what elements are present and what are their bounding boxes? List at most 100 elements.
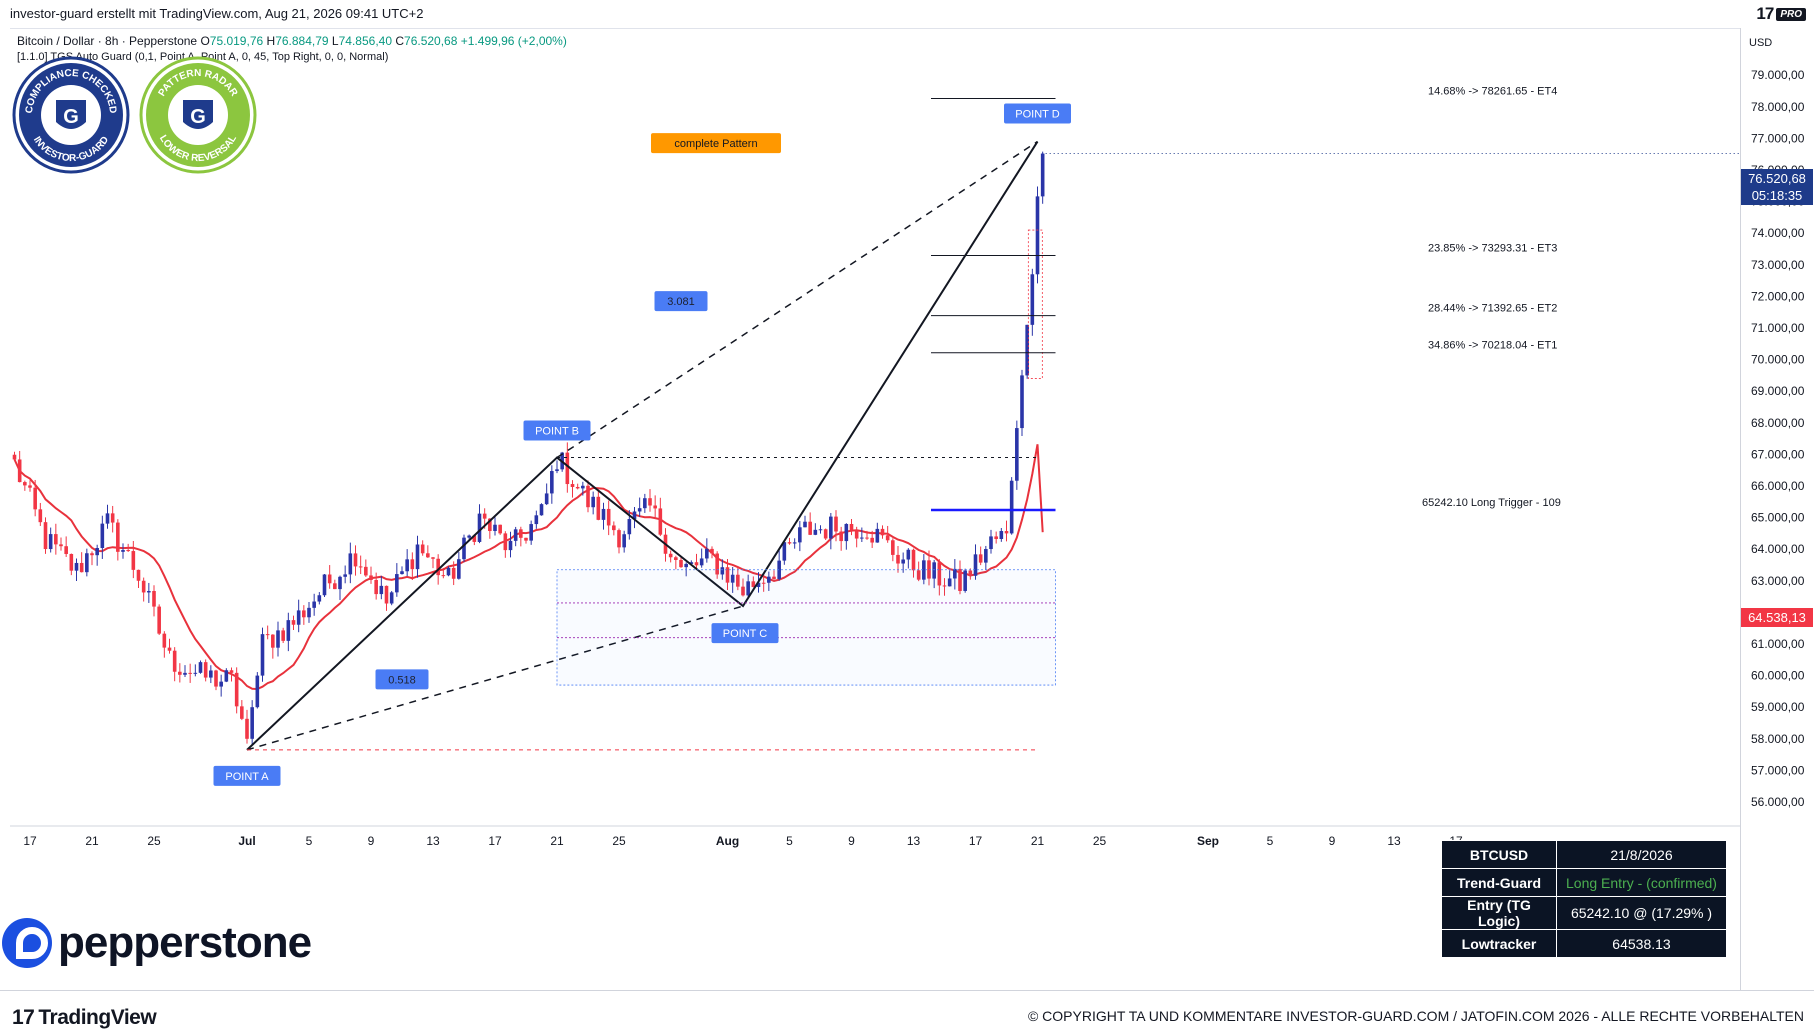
candle-body[interactable] <box>395 574 399 593</box>
candle-body[interactable] <box>1035 196 1040 275</box>
candle-body[interactable] <box>147 591 151 593</box>
candle-body[interactable] <box>942 585 947 587</box>
candle-body[interactable] <box>260 634 265 676</box>
candle-body[interactable] <box>679 559 683 568</box>
candle-body[interactable] <box>157 606 161 634</box>
candle-body[interactable] <box>896 554 900 564</box>
candle-body[interactable] <box>141 580 146 593</box>
complete-pattern-label[interactable]: complete Pattern <box>651 133 781 154</box>
point-b-label[interactable]: POINT B <box>523 420 591 441</box>
x-tick-label[interactable]: 9 <box>368 834 375 848</box>
candle-body[interactable] <box>467 535 471 538</box>
candle-body[interactable] <box>462 537 466 560</box>
candle-body[interactable] <box>550 471 554 494</box>
candle-body[interactable] <box>477 513 482 542</box>
x-tick-label[interactable]: 21 <box>85 834 99 848</box>
candle-body[interactable] <box>891 540 895 555</box>
candle-body[interactable] <box>234 672 239 707</box>
candle-body[interactable] <box>627 519 632 535</box>
candle-body[interactable] <box>152 591 156 607</box>
candle-body[interactable] <box>674 557 678 560</box>
candle-body[interactable] <box>327 574 332 584</box>
candle-body[interactable] <box>999 531 1004 539</box>
candle-body[interactable] <box>203 662 208 678</box>
candle-body[interactable] <box>839 531 843 542</box>
candle-body[interactable] <box>85 553 89 573</box>
candle-body[interactable] <box>317 595 322 602</box>
candle-body[interactable] <box>64 546 68 554</box>
x-tick-label[interactable]: 25 <box>612 834 626 848</box>
x-tick-label[interactable]: 13 <box>1387 834 1401 848</box>
candle-body[interactable] <box>885 535 890 541</box>
candle-body[interactable] <box>307 607 311 618</box>
candle-body[interactable] <box>69 553 74 571</box>
candle-body[interactable] <box>54 534 58 545</box>
candle-body[interactable] <box>105 513 110 524</box>
candle-body[interactable] <box>761 582 766 584</box>
candle-body[interactable] <box>405 559 409 572</box>
candle-body[interactable] <box>653 505 657 509</box>
x-tick-label[interactable]: Jul <box>238 834 255 848</box>
candle-body[interactable] <box>519 529 523 538</box>
x-tick-label[interactable]: 5 <box>306 834 313 848</box>
candle-body[interactable] <box>792 542 797 544</box>
candle-body[interactable] <box>286 620 291 641</box>
candle-body[interactable] <box>637 508 642 512</box>
candle-body[interactable] <box>596 496 601 520</box>
candle-body[interactable] <box>322 574 327 596</box>
candle-body[interactable] <box>131 551 136 570</box>
candle-body[interactable] <box>121 550 125 552</box>
candle-body[interactable] <box>973 554 978 576</box>
candle-body[interactable] <box>539 504 544 516</box>
candle-body[interactable] <box>911 549 916 571</box>
candle-body[interactable] <box>116 522 120 552</box>
candle-body[interactable] <box>777 560 781 580</box>
candle-body[interactable] <box>312 601 316 608</box>
candle-body[interactable] <box>482 513 487 519</box>
candle-body[interactable] <box>17 459 22 483</box>
candle-body[interactable] <box>110 513 115 523</box>
candle-body[interactable] <box>296 610 301 625</box>
candle-body[interactable] <box>860 537 864 539</box>
candle-body[interactable] <box>188 672 192 674</box>
candle-body[interactable] <box>508 540 513 551</box>
pattern-zigzag[interactable] <box>246 141 1039 751</box>
candle-body[interactable] <box>74 562 79 571</box>
candle-body[interactable] <box>513 529 518 541</box>
candle-body[interactable] <box>994 536 998 539</box>
candle-body[interactable] <box>725 567 730 583</box>
candle-body[interactable] <box>441 575 446 577</box>
x-tick-label[interactable]: 17 <box>23 834 37 848</box>
candle-body[interactable] <box>400 571 404 575</box>
candle-body[interactable] <box>834 516 838 532</box>
ratio-label-1[interactable]: 0.518 <box>375 669 429 690</box>
candle-body[interactable] <box>457 559 461 579</box>
candle-body[interactable] <box>338 576 342 590</box>
candle-body[interactable] <box>901 559 905 564</box>
candle-body[interactable] <box>33 487 37 510</box>
candle-body[interactable] <box>741 586 745 596</box>
candle-body[interactable] <box>575 486 580 489</box>
candle-body[interactable] <box>276 630 280 648</box>
candle-body[interactable] <box>849 523 854 531</box>
candle-body[interactable] <box>694 562 699 566</box>
candle-body[interactable] <box>844 523 849 542</box>
candle-body[interactable] <box>172 650 177 672</box>
candle-body[interactable] <box>689 562 694 564</box>
ratio-label-2[interactable]: 3.081 <box>654 291 708 312</box>
candle-body[interactable] <box>648 498 652 506</box>
candle-body[interactable] <box>224 670 229 682</box>
candle-body[interactable] <box>787 542 792 544</box>
candle-body[interactable] <box>265 634 270 636</box>
candle-body[interactable] <box>854 530 859 539</box>
candle-body[interactable] <box>544 493 549 505</box>
candle-body[interactable] <box>493 524 497 532</box>
price-axis[interactable] <box>1740 28 1814 990</box>
candle-body[interactable] <box>617 530 621 548</box>
candle-body[interactable] <box>436 558 440 576</box>
candle-body[interactable] <box>415 544 420 570</box>
candle-body[interactable] <box>1004 531 1009 534</box>
candle-body[interactable] <box>906 549 911 560</box>
candle-body[interactable] <box>23 482 27 486</box>
candle-body[interactable] <box>451 567 456 579</box>
